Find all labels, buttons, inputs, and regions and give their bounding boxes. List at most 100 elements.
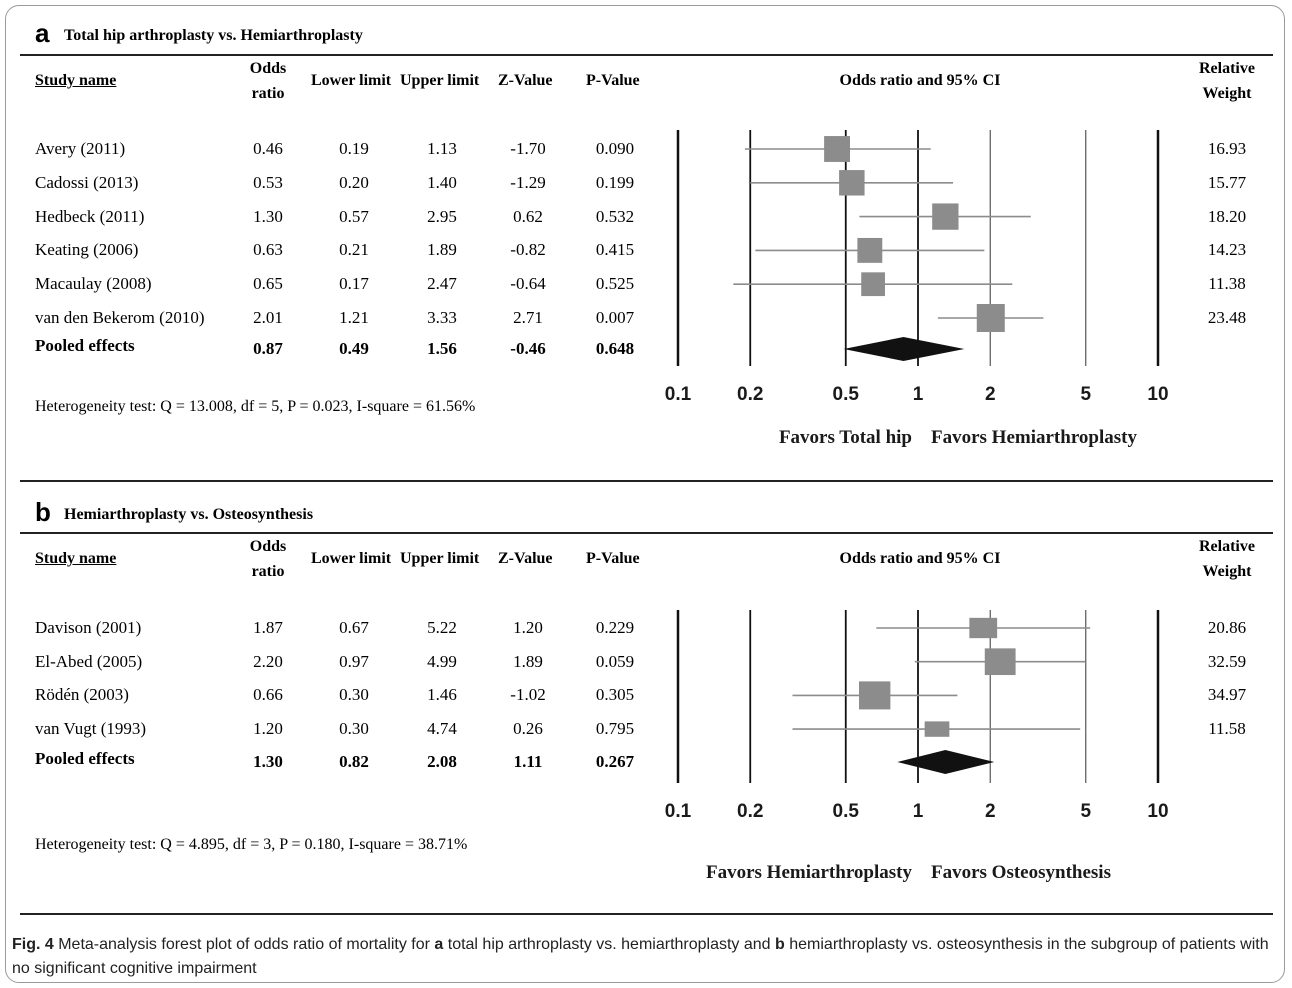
column-header-odds: ratio [251, 563, 285, 580]
study-marker [861, 272, 885, 297]
z-value: 2.71 [513, 308, 543, 327]
odds-ratio-value: 0.53 [253, 172, 283, 192]
upper-limit-value: 1.13 [427, 139, 457, 158]
upper-limit-value: 2.95 [427, 206, 457, 226]
p-value: 0.199 [595, 172, 635, 192]
relative-weight-value: 23.48 [1207, 308, 1247, 327]
relative-weight-value: 16.93 [1207, 139, 1247, 158]
column-header-p: P-Value [586, 550, 640, 567]
study-marker [859, 681, 891, 710]
figure-frame [5, 5, 1285, 983]
study-name: Davison (2001) [35, 618, 142, 637]
p-value: 0.795 [595, 719, 635, 739]
study-name: Hedbeck (2011) [35, 206, 145, 226]
z-value: -0.64 [510, 274, 546, 294]
column-header-study: Study name [35, 72, 117, 89]
relative-weight-value: 11.58 [1208, 719, 1246, 739]
column-header-lower: Lower limit [311, 72, 392, 89]
p-value: 0.229 [595, 618, 635, 637]
caption-text: hemiarthroplasty vs. osteosynthesis in t… [12, 936, 1269, 977]
upper-limit-value: 5.22 [427, 618, 457, 637]
z-value: 1.20 [513, 618, 543, 637]
relative-weight-value: 11.38 [1208, 274, 1246, 294]
x-tick-label: 2 [984, 801, 996, 822]
rule-line [20, 913, 1273, 915]
pooled-odds-ratio: 1.30 [253, 752, 283, 771]
caption-text: a [434, 936, 444, 953]
figure-caption: Fig. 4 Meta-analysis forest plot of odds… [12, 933, 1277, 981]
relative-weight-value: 18.20 [1207, 206, 1247, 226]
p-value: 0.525 [595, 274, 635, 294]
pooled-name: Pooled effects [35, 336, 135, 355]
odds-ratio-value: 1.30 [253, 206, 283, 226]
p-value: 0.059 [595, 651, 635, 671]
caption-text: b [775, 936, 785, 953]
p-value: 0.305 [595, 685, 635, 705]
study-marker [857, 237, 883, 263]
caption-text: Meta-analysis forest plot of odds ratio … [53, 936, 435, 953]
rule-line [20, 54, 1273, 56]
odds-ratio-value: 0.46 [253, 139, 283, 158]
study-name: Avery (2011) [35, 139, 126, 158]
upper-limit-value: 1.46 [427, 685, 457, 705]
lower-limit-value: 1.21 [339, 308, 369, 327]
relative-weight-value: 34.97 [1207, 685, 1247, 705]
odds-ratio-value: 1.20 [253, 719, 283, 739]
favors-left-label: Favors Total hip [778, 427, 912, 448]
caption-label: Fig. 4 [12, 936, 54, 953]
pooled-z-value: -0.46 [510, 339, 546, 358]
x-tick-label: 5 [1080, 801, 1092, 822]
z-value: -1.70 [510, 139, 546, 158]
favors-right-label: Favors Osteosynthesis [931, 862, 1111, 883]
upper-limit-value: 4.99 [427, 651, 457, 671]
x-tick-label: 0.2 [737, 384, 764, 405]
heterogeneity-test: Heterogeneity test: Q = 4.895, df = 3, P… [35, 836, 468, 853]
study-marker [924, 721, 950, 737]
x-tick-label: 0.1 [664, 801, 692, 822]
relative-weight-value: 20.86 [1207, 618, 1247, 637]
z-value: -1.02 [510, 685, 546, 705]
pooled-z-value: 1.11 [513, 752, 543, 771]
relative-weight-value: 32.59 [1207, 651, 1247, 671]
odds-ratio-value: 0.63 [253, 240, 283, 260]
z-value: 1.89 [513, 651, 543, 671]
column-header-upper: Upper limit [400, 72, 480, 89]
pooled-lower-limit: 0.82 [339, 752, 369, 771]
pooled-p-value: 0.648 [595, 339, 635, 358]
study-marker [984, 648, 1016, 676]
pooled-upper-limit: 1.56 [427, 339, 457, 358]
pooled-diamond [897, 750, 995, 774]
favors-left-label: Favors Hemiarthroplasty [706, 862, 912, 883]
column-header-weight: Relative [1199, 60, 1255, 77]
pooled-odds-ratio: 0.87 [253, 339, 283, 358]
x-tick-label: 0.1 [664, 384, 692, 405]
rule-line [20, 480, 1273, 482]
column-header-lower: Lower limit [311, 550, 392, 567]
relative-weight-value: 15.77 [1207, 172, 1247, 192]
column-header-plot: Odds ratio and 95% CI [839, 550, 1001, 567]
x-tick-label: 5 [1080, 384, 1092, 405]
study-name: van Vugt (1993) [35, 719, 147, 739]
lower-limit-value: 0.57 [339, 206, 369, 226]
upper-limit-value: 3.33 [427, 308, 457, 327]
p-value: 0.007 [595, 308, 635, 327]
p-value: 0.532 [595, 206, 635, 226]
column-header-weight: Weight [1202, 563, 1252, 580]
odds-ratio-value: 2.20 [253, 651, 283, 671]
caption-text: total hip arthroplasty vs. hemiarthropla… [443, 936, 776, 953]
p-value: 0.090 [595, 139, 635, 158]
column-header-plot: Odds ratio and 95% CI [839, 72, 1001, 89]
upper-limit-value: 1.40 [427, 172, 457, 192]
panel-b-letter: b [35, 497, 51, 527]
column-header-p: P-Value [586, 72, 640, 89]
favors-right-label: Favors Hemiarthroplasty [931, 427, 1137, 448]
pooled-p-value: 0.267 [595, 752, 635, 771]
upper-limit-value: 2.47 [427, 274, 457, 294]
pooled-upper-limit: 2.08 [427, 752, 457, 771]
lower-limit-value: 0.30 [339, 719, 369, 739]
z-value: -0.82 [510, 240, 546, 260]
upper-limit-value: 1.89 [427, 240, 457, 260]
column-header-z: Z-Value [498, 550, 553, 567]
